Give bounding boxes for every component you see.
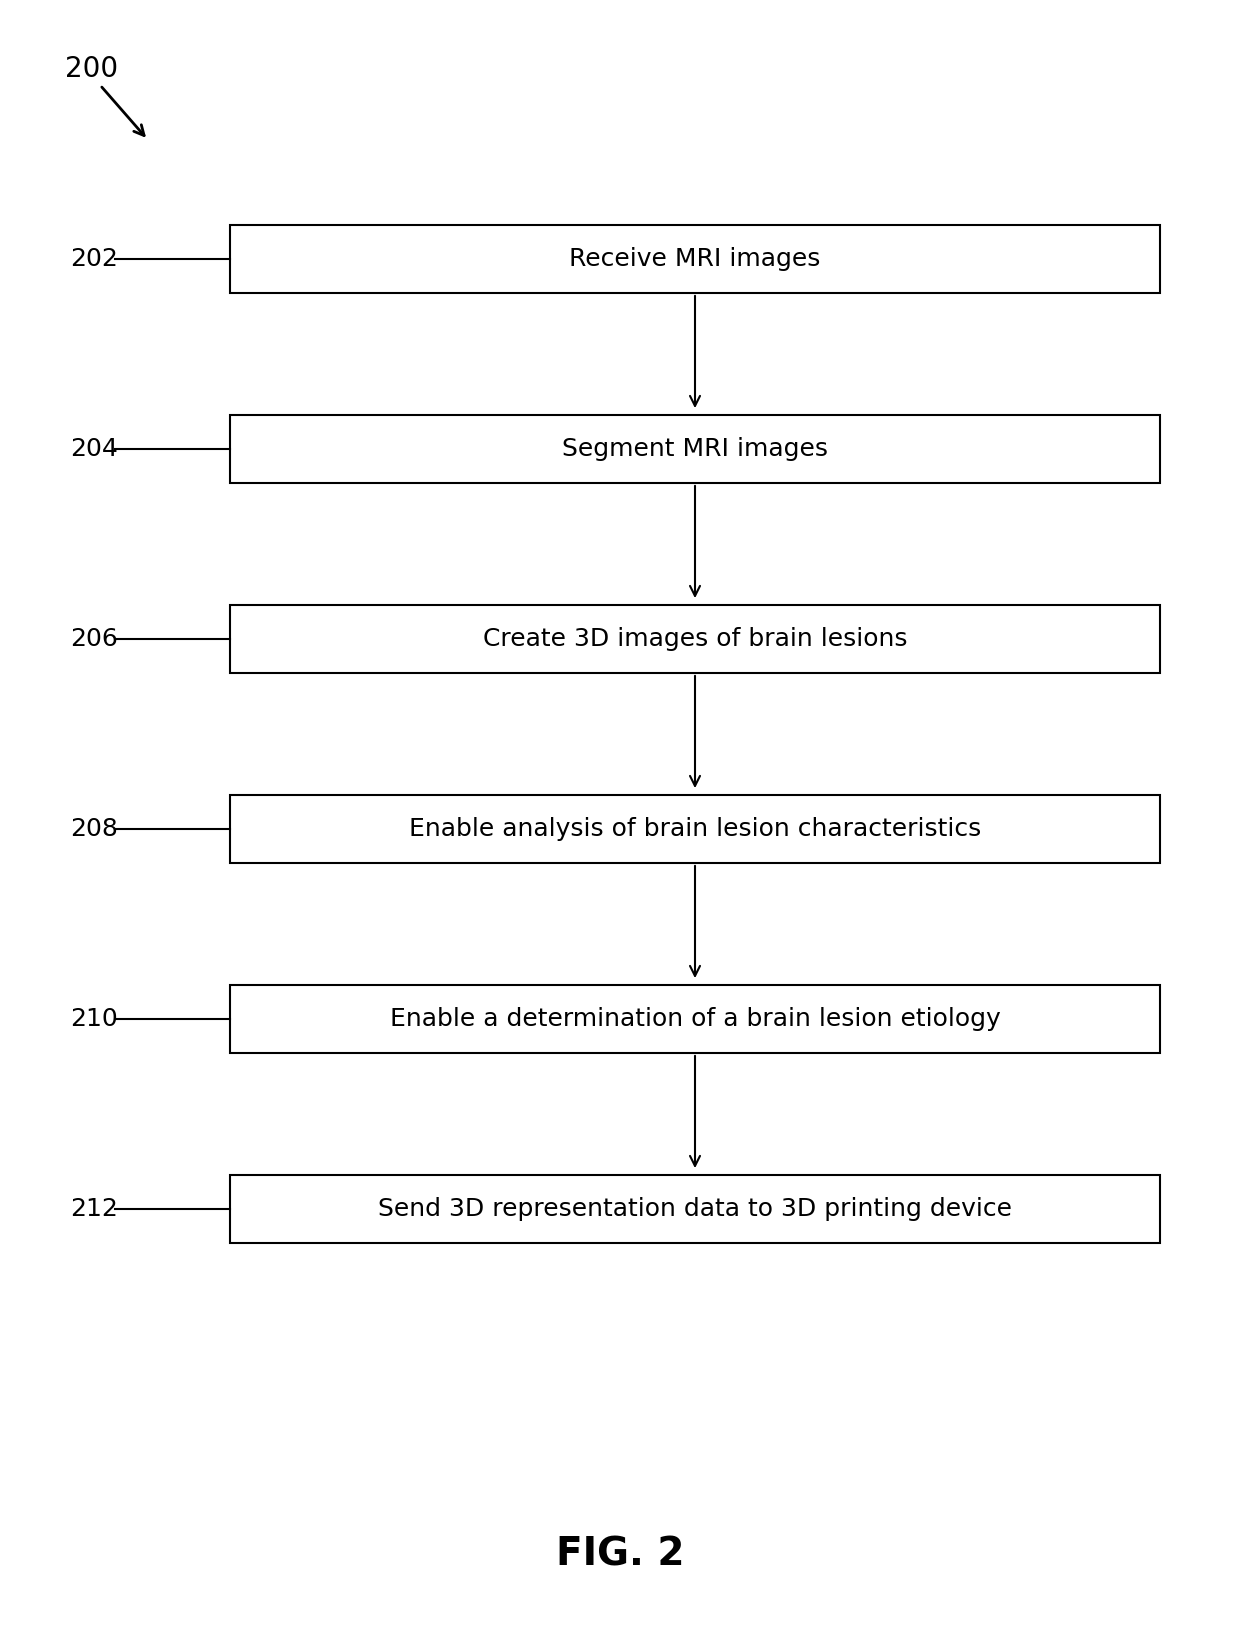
Text: Enable analysis of brain lesion characteristics: Enable analysis of brain lesion characte… bbox=[409, 816, 981, 841]
Text: Segment MRI images: Segment MRI images bbox=[562, 437, 828, 461]
Bar bbox=[229, 226, 1159, 293]
Text: Receive MRI images: Receive MRI images bbox=[569, 247, 821, 272]
Text: 204: 204 bbox=[69, 437, 118, 461]
Bar bbox=[229, 1175, 1159, 1243]
Text: 210: 210 bbox=[69, 1008, 118, 1031]
Text: FIG. 2: FIG. 2 bbox=[556, 1536, 684, 1574]
Bar bbox=[229, 795, 1159, 864]
Text: 202: 202 bbox=[69, 247, 118, 272]
Text: Create 3D images of brain lesions: Create 3D images of brain lesions bbox=[482, 627, 908, 651]
Text: Enable a determination of a brain lesion etiology: Enable a determination of a brain lesion… bbox=[389, 1008, 1001, 1031]
Text: Send 3D representation data to 3D printing device: Send 3D representation data to 3D printi… bbox=[378, 1198, 1012, 1220]
Text: 212: 212 bbox=[69, 1198, 118, 1220]
Bar bbox=[229, 985, 1159, 1054]
Bar bbox=[229, 605, 1159, 672]
Bar bbox=[229, 416, 1159, 483]
Text: 208: 208 bbox=[69, 816, 118, 841]
Text: 200: 200 bbox=[64, 56, 118, 83]
Text: 206: 206 bbox=[69, 627, 118, 651]
